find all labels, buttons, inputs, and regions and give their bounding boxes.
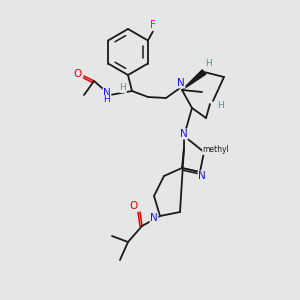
Text: H: H: [205, 59, 212, 68]
Text: F: F: [150, 20, 156, 31]
Text: H: H: [217, 100, 224, 109]
Text: N: N: [103, 88, 111, 98]
Text: N: N: [150, 213, 158, 223]
Text: N: N: [177, 78, 185, 88]
Text: H: H: [103, 95, 110, 104]
Text: methyl: methyl: [202, 146, 230, 154]
Text: N: N: [198, 171, 206, 181]
Text: N: N: [180, 129, 188, 139]
Text: O: O: [129, 201, 137, 211]
Text: O: O: [74, 69, 82, 79]
Polygon shape: [182, 70, 206, 90]
Text: H: H: [120, 83, 126, 92]
